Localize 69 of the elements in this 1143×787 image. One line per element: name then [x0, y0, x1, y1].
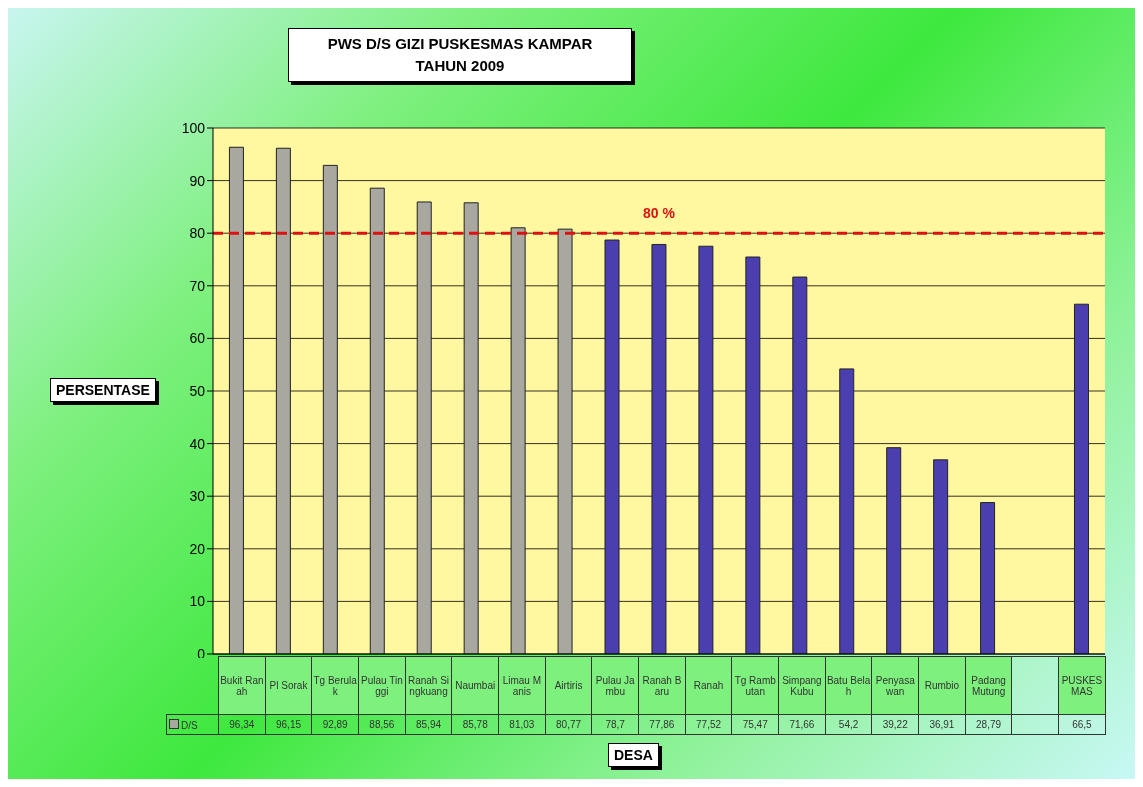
bar [369, 187, 385, 654]
y-tick-label: 90 [189, 172, 206, 189]
bar [886, 447, 902, 654]
data-label: 96,15 [265, 714, 312, 735]
x-tick-label: Tg Rambutan [731, 656, 779, 715]
bar [933, 459, 949, 654]
data-label: 88,56 [358, 714, 406, 735]
data-label: 36,91 [918, 714, 966, 735]
data-label: 78,7 [591, 714, 639, 735]
data-label: 28,79 [965, 714, 1012, 735]
data-label: 77,52 [685, 714, 732, 735]
x-tick-label: Ranah Singkuang [405, 656, 452, 715]
bar [980, 502, 996, 654]
x-tick-label: Padang Mutung [965, 656, 1012, 715]
bar [745, 256, 761, 654]
x-tick-label: Limau Manis [498, 656, 546, 715]
data-label: 39,22 [871, 714, 919, 735]
x-tick-label: Pulau Jambu [591, 656, 639, 715]
x-axis-title: DESA [608, 743, 659, 767]
x-tick-label: Ranah [685, 656, 732, 715]
bar [604, 239, 620, 654]
bar [463, 202, 479, 654]
x-tick-label: Rumbio [918, 656, 966, 715]
data-label: 80,77 [545, 714, 592, 735]
data-label: 96,34 [218, 714, 266, 735]
data-label: 85,94 [405, 714, 452, 735]
x-tick-label: Ranah Baru [638, 656, 686, 715]
y-tick-label: 30 [189, 488, 206, 505]
chart-title: PWS D/S GIZI PUSKESMAS KAMPAR TAHUN 2009 [288, 28, 632, 82]
bar [416, 201, 432, 654]
y-tick-label: 10 [189, 593, 206, 610]
y-tick-label: 40 [189, 435, 206, 452]
bar [322, 164, 338, 654]
y-tick-label: 60 [189, 330, 206, 347]
data-label: 66,5 [1058, 714, 1106, 735]
bar [792, 276, 808, 654]
data-label: 75,47 [731, 714, 779, 735]
bar [510, 227, 526, 654]
y-tick-label: 70 [189, 277, 206, 294]
bar [651, 243, 667, 654]
x-tick-label: Pl Sorak [265, 656, 312, 715]
bar [839, 368, 855, 654]
x-tick-label: Airtiris [545, 656, 592, 715]
x-tick-label: Penyasawan [871, 656, 919, 715]
y-axis-title: PERSENTASE [50, 378, 156, 402]
bar [557, 228, 573, 654]
x-tick-label: Naumbai [451, 656, 499, 715]
data-label: 77,86 [638, 714, 686, 735]
bar [1073, 303, 1089, 654]
data-label: 71,66 [778, 714, 826, 735]
x-tick-label: Batu Belah [825, 656, 872, 715]
y-tick-label: 100 [181, 119, 206, 136]
ref-line-label: 80 % [643, 205, 676, 222]
data-label: 81,03 [498, 714, 546, 735]
legend-label: D/S [166, 714, 219, 735]
bar [698, 245, 714, 654]
x-tick-label: Pulau Tinggi [358, 656, 406, 715]
data-label: 85,78 [451, 714, 499, 735]
data-label: 54,2 [825, 714, 872, 735]
x-tick-label: PUSKESMAS [1058, 656, 1106, 715]
y-tick-label: 20 [189, 540, 206, 557]
x-tick-label: Tg Berulak [311, 656, 359, 715]
bar [275, 147, 291, 654]
bar [228, 146, 244, 654]
y-tick-label: 50 [189, 382, 206, 399]
x-tick-label: Simpang Kubu [778, 656, 826, 715]
x-tick-label: Bukit Ranah [218, 656, 266, 715]
y-tick-label: 80 [189, 225, 206, 242]
data-label: 92,89 [311, 714, 359, 735]
